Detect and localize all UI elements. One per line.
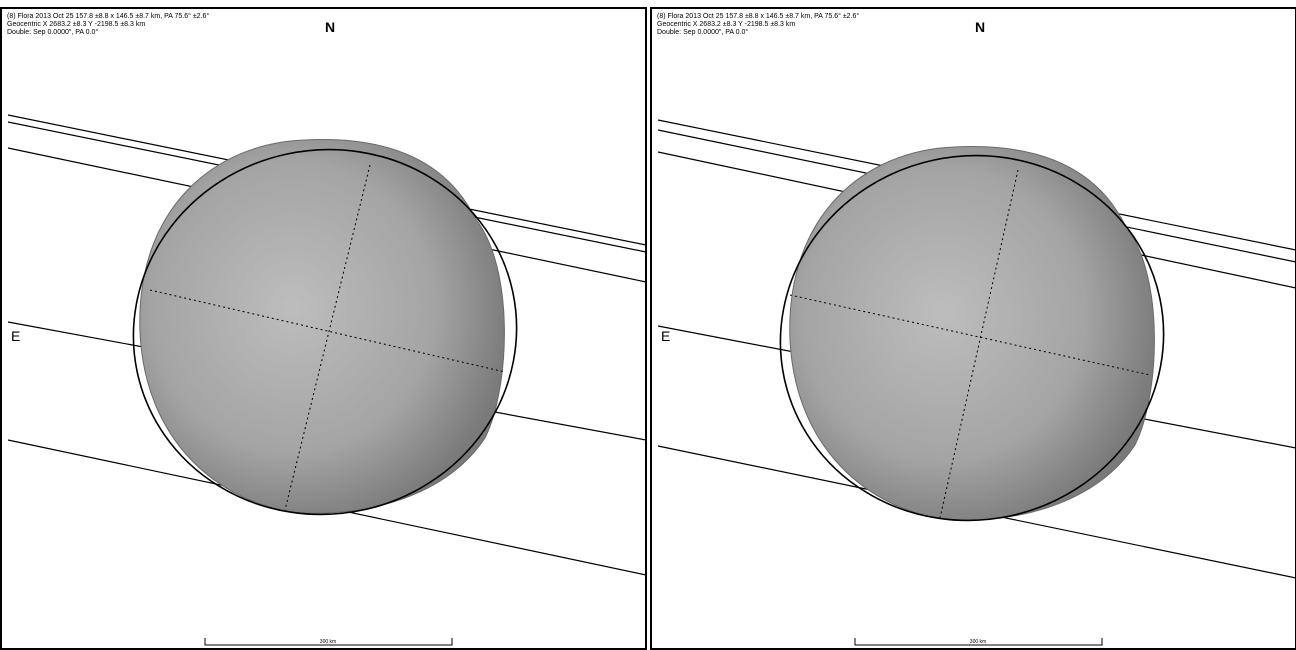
scale-label: 300 km xyxy=(320,639,336,645)
axis-dotted xyxy=(284,164,371,511)
scale-label: 300 km xyxy=(970,639,986,645)
north-label: N xyxy=(975,19,985,35)
east-label: E xyxy=(661,328,670,344)
header-line: Geocentric X 2683.2 ±8.3 Y -2198.5 ±8.3 … xyxy=(7,21,145,28)
panel: (8) Flora 2013 Oct 25 157.8 ±8.8 x 146.5… xyxy=(0,7,647,650)
axis-dotted xyxy=(789,294,1151,376)
north-label: N xyxy=(325,19,335,35)
east-label: E xyxy=(11,328,20,344)
header-line: (8) Flora 2013 Oct 25 157.8 ±8.8 x 146.5… xyxy=(657,12,859,20)
fit-ellipse xyxy=(779,154,1165,522)
header-line: (8) Flora 2013 Oct 25 157.8 ±8.8 x 146.5… xyxy=(7,12,209,20)
fit-ellipse xyxy=(132,148,518,516)
axis-dotted xyxy=(149,289,506,373)
header-line: Geocentric X 2683.2 ±8.3 Y -2198.5 ±8.3 … xyxy=(657,21,795,28)
asteroid-shape xyxy=(139,139,505,514)
header-line: Double: Sep 0.0000", PA 0.0° xyxy=(657,28,748,36)
panel: (8) Flora 2013 Oct 25 157.8 ±8.8 x 146.5… xyxy=(650,7,1296,650)
asteroid-shape xyxy=(789,146,1155,521)
scale-bar xyxy=(204,638,453,646)
header-line: Double: Sep 0.0000", PA 0.0° xyxy=(7,28,98,36)
scale-bar xyxy=(854,638,1103,646)
